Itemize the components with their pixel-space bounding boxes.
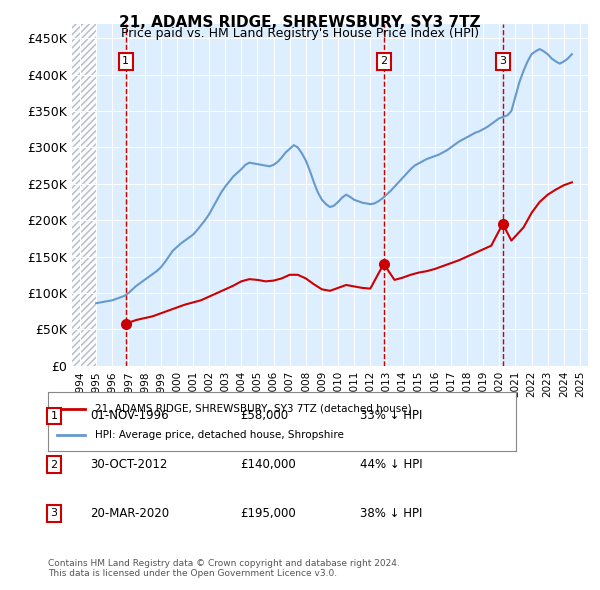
Text: £140,000: £140,000: [240, 458, 296, 471]
Text: 44% ↓ HPI: 44% ↓ HPI: [360, 458, 422, 471]
Text: 1: 1: [50, 411, 58, 421]
Text: 30-OCT-2012: 30-OCT-2012: [90, 458, 167, 471]
Text: 3: 3: [50, 509, 58, 518]
Text: £195,000: £195,000: [240, 507, 296, 520]
Text: Contains HM Land Registry data © Crown copyright and database right 2024.
This d: Contains HM Land Registry data © Crown c…: [48, 559, 400, 578]
Text: Price paid vs. HM Land Registry's House Price Index (HPI): Price paid vs. HM Land Registry's House …: [121, 27, 479, 40]
Text: 21, ADAMS RIDGE, SHREWSBURY, SY3 7TZ: 21, ADAMS RIDGE, SHREWSBURY, SY3 7TZ: [119, 15, 481, 30]
Text: 2: 2: [380, 56, 387, 66]
Text: 21, ADAMS RIDGE, SHREWSBURY, SY3 7TZ (detached house): 21, ADAMS RIDGE, SHREWSBURY, SY3 7TZ (de…: [95, 404, 412, 414]
Text: 3: 3: [499, 56, 506, 66]
Text: 01-NOV-1996: 01-NOV-1996: [90, 409, 169, 422]
Text: 33% ↓ HPI: 33% ↓ HPI: [360, 409, 422, 422]
Text: 20-MAR-2020: 20-MAR-2020: [90, 507, 169, 520]
Text: 1: 1: [122, 56, 129, 66]
Text: 2: 2: [50, 460, 58, 470]
Text: £58,000: £58,000: [240, 409, 288, 422]
Text: HPI: Average price, detached house, Shropshire: HPI: Average price, detached house, Shro…: [95, 430, 344, 440]
Text: 38% ↓ HPI: 38% ↓ HPI: [360, 507, 422, 520]
